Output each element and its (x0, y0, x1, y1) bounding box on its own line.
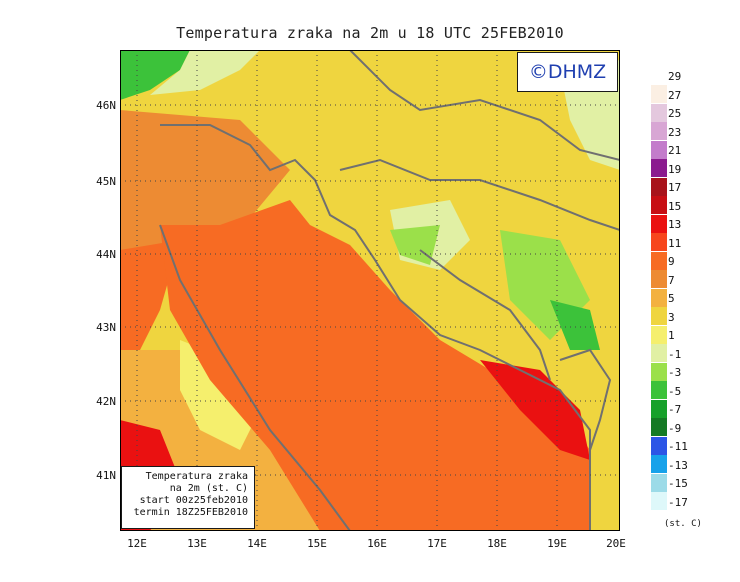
legend-label: -13 (668, 458, 688, 472)
legend-label: -1 (668, 347, 682, 361)
legend-swatch (651, 288, 667, 307)
legend-label: 9 (668, 255, 675, 268)
legend-label: 21 (668, 144, 682, 157)
legend-unit: (st. C) (664, 519, 702, 529)
adriatic-sea (160, 200, 590, 531)
legend-label: -5 (668, 384, 682, 398)
legend-label: 29 (668, 70, 682, 83)
map-title: Temperatura zraka na 2m u 18 UTC 25FEB20… (176, 24, 564, 42)
legend-swatch (651, 159, 667, 178)
lon-label: 16E (367, 537, 387, 550)
lat-label: 43N (96, 321, 116, 334)
balkan-cold (550, 300, 600, 350)
south-adriatic-warm (480, 360, 590, 460)
legend-label: 17 (668, 181, 682, 194)
legend-swatch (651, 251, 667, 270)
info-line-2: na 2m (st. C) (169, 483, 248, 494)
legend-label: 19 (668, 162, 682, 176)
legend-swatch (651, 214, 667, 233)
legend-swatch (651, 399, 667, 418)
legend-swatch (651, 196, 667, 215)
info-line-1: Temperatura zraka (145, 471, 248, 482)
map-canvas (120, 50, 620, 531)
croatia-border (339, 158, 620, 231)
legend-label: 15 (668, 199, 682, 213)
lat-label: 41N (96, 469, 116, 482)
legend-label: 11 (668, 236, 682, 250)
legend-swatch (651, 233, 667, 252)
legend-swatch (651, 362, 667, 381)
legend-swatch (651, 103, 667, 122)
legend-label: 13 (668, 218, 682, 231)
italy-north-orange (120, 110, 290, 260)
legend-swatch (651, 492, 667, 511)
legend-label: 3 (668, 310, 675, 324)
legend-swatch (651, 325, 667, 344)
italy-coast-sea (120, 240, 180, 360)
lon-label: 18E (487, 537, 507, 550)
info-line-4: termin 18Z25FEB2010 (133, 507, 248, 518)
legend-label: 23 (668, 125, 682, 139)
legend-swatch (651, 177, 667, 196)
temperature-map (120, 50, 620, 531)
lon-label: 13E (187, 537, 207, 550)
lat-label: 42N (96, 395, 116, 408)
legend-swatch (651, 344, 667, 363)
legend-label: -3 (668, 366, 682, 379)
legend-swatch (651, 270, 667, 289)
north-border (349, 50, 620, 161)
legend-swatch (651, 122, 667, 141)
balkan-coastline (160, 124, 591, 531)
lat-label: 45N (96, 175, 116, 188)
apennine-cool (180, 340, 260, 450)
legend-swatch (651, 418, 667, 437)
lon-label: 14E (247, 537, 267, 550)
graticule (120, 50, 620, 531)
lon-label: 15E (307, 537, 327, 550)
legend-swatch (651, 473, 667, 492)
legend-label: 27 (668, 88, 682, 102)
lon-label: 19E (547, 537, 567, 550)
info-line-3: start 00z25feb2010 (139, 495, 248, 506)
lon-label: 17E (427, 537, 447, 550)
legend-label: -15 (668, 477, 688, 490)
lat-label: 46N (96, 99, 116, 112)
legend-label: 25 (668, 107, 682, 120)
legend-swatch (651, 455, 667, 474)
lon-label: 20E (606, 537, 626, 550)
legend-swatch (651, 140, 667, 159)
legend-label: 1 (668, 329, 675, 342)
legend-label: -7 (668, 403, 682, 416)
italy-coastline (159, 224, 351, 531)
lat-label: 44N (96, 248, 116, 261)
legend-label: -17 (668, 495, 688, 509)
alps-cold (120, 50, 190, 100)
legend-swatch (651, 85, 667, 104)
legend-label: 5 (668, 292, 675, 305)
legend-label: -9 (668, 421, 682, 435)
dhmz-logo: ©DHMZ (517, 52, 618, 92)
info-box: Temperatura zraka na 2m (st. C) start 00… (121, 466, 255, 529)
legend-label: 7 (668, 273, 675, 287)
bosnia-border (419, 249, 551, 381)
montenegro-border (559, 348, 612, 451)
legend-swatch (651, 307, 667, 326)
lon-label: 12E (127, 537, 147, 550)
legend-swatch (651, 436, 667, 455)
legend-swatch (651, 381, 667, 400)
alps-mild (150, 50, 260, 95)
legend-label: -11 (668, 440, 688, 453)
